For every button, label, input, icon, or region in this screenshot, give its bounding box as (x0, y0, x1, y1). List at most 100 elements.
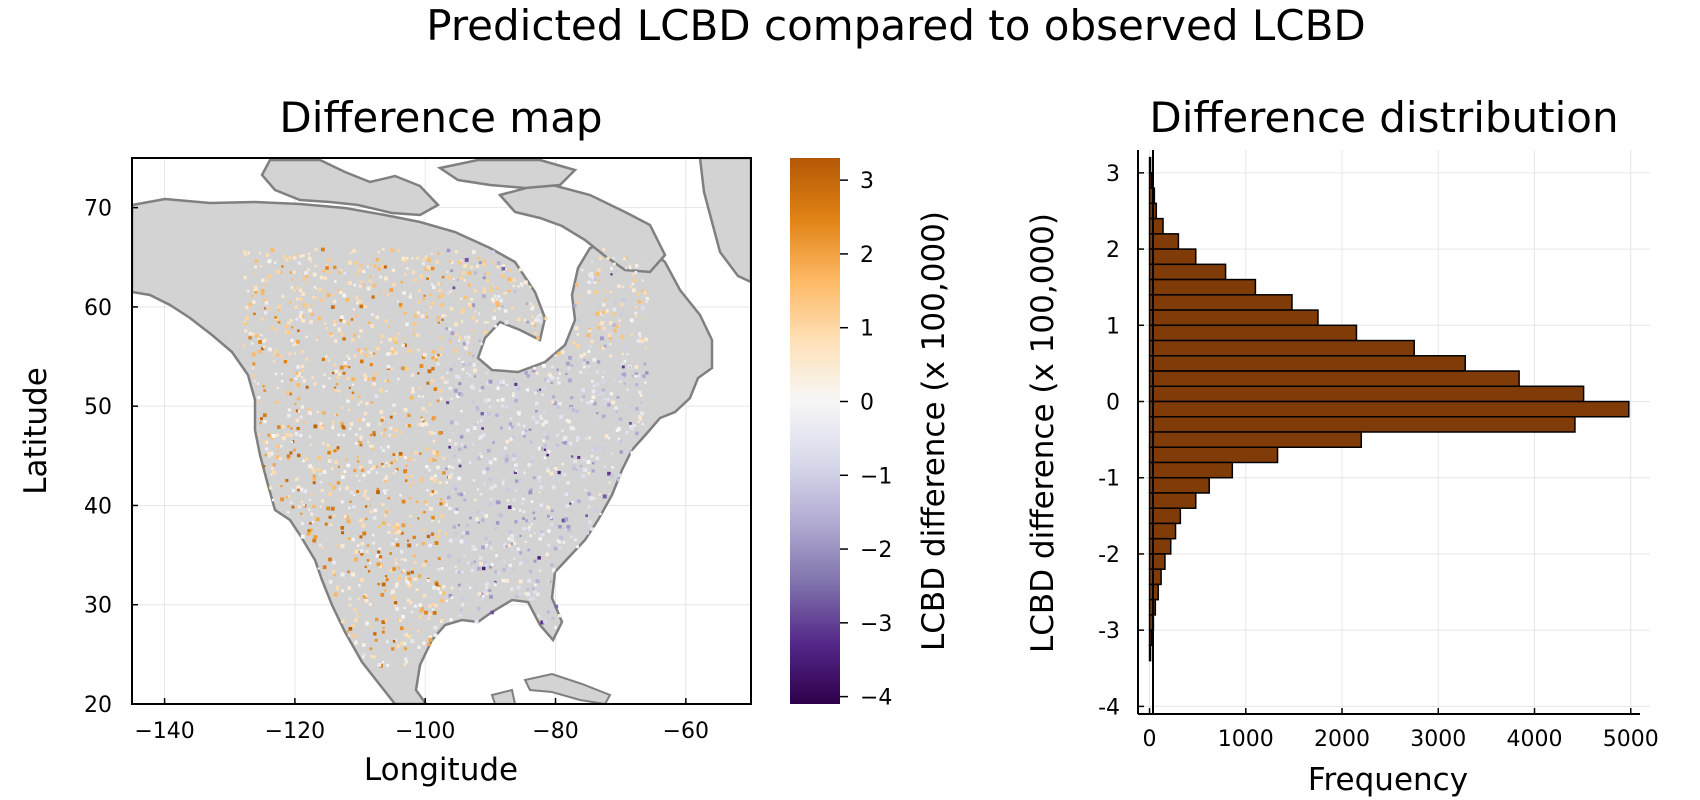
map-difference-pixel (461, 535, 464, 538)
map-difference-pixel (494, 527, 497, 530)
map-difference-pixel (521, 497, 525, 501)
map-difference-pixel (393, 412, 397, 415)
map-difference-pixel (268, 455, 271, 458)
map-difference-pixel (547, 450, 551, 453)
map-difference-pixel (365, 517, 368, 521)
map-difference-pixel (367, 470, 371, 474)
map-difference-pixel (586, 459, 591, 464)
map-difference-pixel (530, 307, 534, 311)
map-difference-pixel (337, 465, 340, 468)
map-difference-pixel (391, 647, 395, 651)
map-difference-pixel (423, 422, 428, 426)
map-difference-pixel (262, 339, 266, 343)
map-difference-pixel (335, 383, 339, 386)
histogram-bar (1148, 446, 1279, 464)
map-difference-pixel (550, 563, 554, 567)
map-difference-pixel (471, 442, 475, 447)
map-difference-pixel (485, 467, 490, 471)
map-difference-pixel (340, 332, 344, 337)
map-difference-pixel (378, 422, 381, 426)
map-difference-pixel (477, 456, 482, 461)
map-difference-pixel (338, 488, 341, 491)
map-difference-pixel (586, 401, 590, 405)
map-difference-pixel (616, 395, 620, 399)
map-difference-pixel (405, 464, 408, 468)
colorbar-tick-label: 1 (860, 317, 874, 342)
map-difference-pixel (517, 285, 520, 288)
map-difference-pixel (454, 349, 458, 353)
map-difference-pixel (550, 381, 553, 385)
map-difference-pixel (448, 438, 452, 442)
map-difference-pixel (590, 454, 594, 458)
map-difference-pixel (555, 524, 558, 527)
map-difference-pixel (498, 513, 503, 518)
map-difference-pixel (257, 433, 261, 437)
map-difference-pixel (543, 456, 547, 460)
map-difference-pixel (392, 403, 396, 407)
map-difference-pixel (540, 530, 544, 534)
map-difference-pixel (529, 302, 532, 306)
map-difference-pixel (259, 265, 263, 268)
map-difference-pixel (526, 592, 531, 597)
map-difference-pixel (473, 547, 477, 551)
map-difference-pixel (590, 442, 594, 446)
map-difference-pixel (417, 372, 420, 375)
map-difference-pixel (292, 448, 296, 452)
map-difference-pixel (400, 641, 404, 645)
map-difference-pixel (483, 330, 488, 335)
map-difference-pixel (451, 466, 454, 469)
map-difference-pixel (532, 476, 536, 480)
map-difference-pixel (341, 543, 345, 547)
map-difference-pixel (299, 487, 304, 492)
map-difference-pixel (276, 386, 280, 390)
map-difference-pixel (331, 426, 335, 430)
map-difference-pixel (631, 282, 635, 286)
map-difference-pixel (308, 464, 313, 469)
map-difference-pixel (392, 434, 397, 438)
histogram-x-tick-label: 4000 (1507, 727, 1563, 752)
map-difference-pixel (480, 455, 484, 459)
map-difference-pixel (252, 374, 256, 378)
map-difference-pixel (589, 345, 592, 348)
map-difference-pixel (357, 403, 360, 406)
map-difference-pixel (596, 310, 600, 314)
map-difference-pixel (535, 409, 538, 413)
map-difference-pixel (484, 456, 488, 460)
map-difference-pixel (286, 454, 291, 459)
map-y-axis-title: Latitude (18, 367, 54, 495)
map-difference-pixel (645, 371, 649, 375)
map-difference-pixel (603, 397, 606, 401)
map-difference-pixel (511, 307, 514, 310)
map-difference-pixel (253, 271, 257, 274)
map-difference-pixel (247, 251, 250, 254)
map-difference-pixel (568, 441, 573, 446)
map-difference-pixel (473, 560, 476, 564)
map-difference-pixel (613, 301, 617, 304)
map-layers (132, 158, 751, 704)
map-difference-pixel (467, 428, 470, 432)
map-difference-pixel (466, 372, 469, 375)
map-difference-pixel (484, 502, 488, 506)
map-difference-pixel (428, 543, 432, 548)
map-difference-pixel (589, 278, 592, 281)
map-difference-pixel (370, 401, 374, 404)
map-difference-pixel (440, 618, 444, 623)
map-difference-pixel (369, 275, 372, 278)
map-difference-pixel (439, 498, 443, 501)
map-difference-pixel (617, 437, 621, 441)
map-difference-pixel (501, 578, 506, 583)
map-difference-pixel (461, 603, 465, 607)
map-difference-pixel (609, 354, 613, 358)
map-difference-pixel (424, 255, 428, 259)
map-difference-pixel (599, 336, 604, 341)
map-difference-pixel (514, 382, 518, 386)
map-difference-pixel (436, 465, 440, 470)
map-x-axis-title: Longitude (364, 752, 518, 788)
map-difference-pixel (590, 340, 594, 344)
map-difference-pixel (285, 390, 290, 395)
map-difference-pixel (378, 564, 383, 568)
map-difference-pixel (421, 606, 425, 610)
map-difference-pixel (364, 598, 369, 603)
map-difference-pixel (389, 415, 393, 419)
map-difference-pixel (542, 411, 546, 415)
